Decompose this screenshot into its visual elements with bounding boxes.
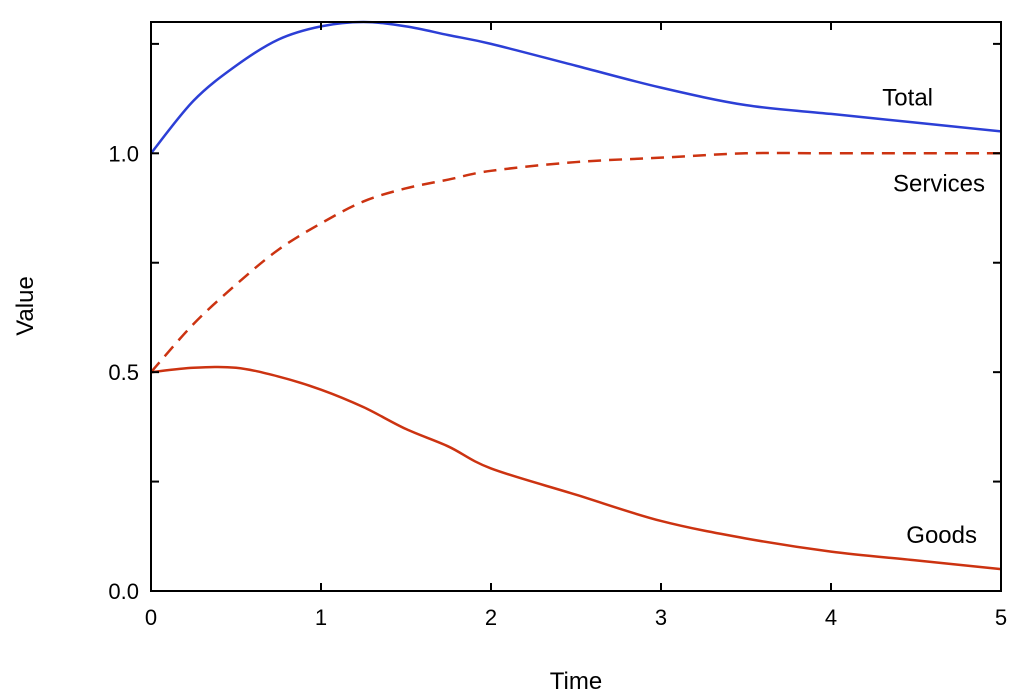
x-axis-title: Time (550, 668, 602, 695)
series-line-goods (150, 365, 1002, 571)
series-label-services: Services (893, 170, 985, 197)
series-line-services (150, 151, 1001, 373)
x-tick-label: 0 (145, 605, 157, 630)
tick-labels: 0 1 2 3 4 5 0.0 0.5 1.0 (108, 141, 1007, 630)
axis-ticks (150, 22, 1002, 592)
x-tick-label: 5 (995, 605, 1007, 630)
x-tick-label: 3 (655, 605, 667, 630)
plot-frame (150, 21, 1002, 592)
y-axis-title: Value (12, 276, 39, 336)
series-label-total: Total (882, 84, 933, 111)
x-tick-label: 4 (825, 605, 837, 630)
series-label-goods: Goods (906, 522, 977, 549)
series-labels: Total Services Goods (882, 84, 985, 549)
series-line-total (150, 20, 1002, 155)
y-tick-label: 0.0 (108, 579, 139, 604)
x-tick-label: 1 (315, 605, 327, 630)
y-tick-label: 1.0 (108, 141, 139, 166)
y-tick-label: 0.5 (108, 360, 139, 385)
series-lines (150, 20, 1002, 571)
x-tick-label: 2 (485, 605, 497, 630)
